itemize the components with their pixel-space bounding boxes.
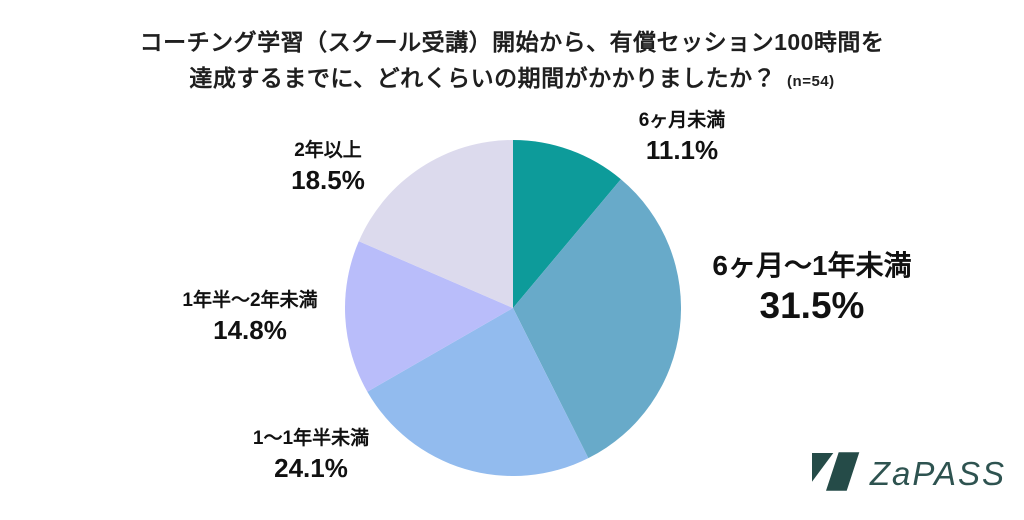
chart-title-line2: 達成するまでに、どれくらいの期間がかかりましたか？ bbox=[189, 65, 777, 91]
chart-title: コーチング学習（スクール受講）開始から、有償セッション100時間を 達成するまで… bbox=[0, 24, 1024, 100]
logo-slash-shape bbox=[825, 452, 860, 491]
slice-percent: 18.5% bbox=[291, 165, 365, 195]
zapass-logo-text: ZaPASS bbox=[869, 455, 1006, 492]
slice-name: 6ヶ月〜1年未満 bbox=[712, 250, 912, 281]
pie-chart bbox=[344, 140, 682, 477]
slice-percent: 24.1% bbox=[274, 453, 348, 483]
slice-label-1-to-1half-years: 1〜1年半未満 24.1% bbox=[253, 426, 369, 484]
zapass-logo: ZaPASS bbox=[806, 444, 1006, 494]
slice-label-under-6-months: 6ヶ月未満 11.1% bbox=[639, 108, 726, 166]
zapass-logo-icon bbox=[811, 452, 860, 491]
pie-slice-2 bbox=[367, 308, 589, 477]
pie-slice-3 bbox=[344, 241, 513, 392]
pie-slice-1 bbox=[513, 179, 682, 459]
pie-slice-4 bbox=[358, 140, 513, 308]
slice-name: 2年以上 bbox=[294, 140, 362, 161]
slice-percent: 31.5% bbox=[759, 285, 865, 326]
sample-size: (n=54) bbox=[787, 73, 835, 90]
pie-slice-0 bbox=[513, 140, 621, 308]
slice-label-over-2-years: 2年以上 18.5% bbox=[291, 138, 365, 196]
slice-percent: 14.8% bbox=[213, 315, 287, 345]
slice-percent: 11.1% bbox=[645, 135, 719, 165]
pie-chart-area bbox=[344, 140, 682, 477]
slice-name: 6ヶ月未満 bbox=[638, 110, 726, 131]
logo-triangle-shape bbox=[811, 453, 834, 482]
chart-title-line1: コーチング学習（スクール受講）開始から、有償セッション100時間を bbox=[139, 29, 885, 55]
slice-label-6-months-to-1-year: 6ヶ月〜1年未満 31.5% bbox=[712, 248, 911, 328]
slice-label-1half-to-2-years: 1年半〜2年未満 14.8% bbox=[182, 288, 317, 346]
slice-name: 1〜1年半未満 bbox=[252, 428, 370, 449]
slice-name: 1年半〜2年未満 bbox=[182, 290, 318, 311]
